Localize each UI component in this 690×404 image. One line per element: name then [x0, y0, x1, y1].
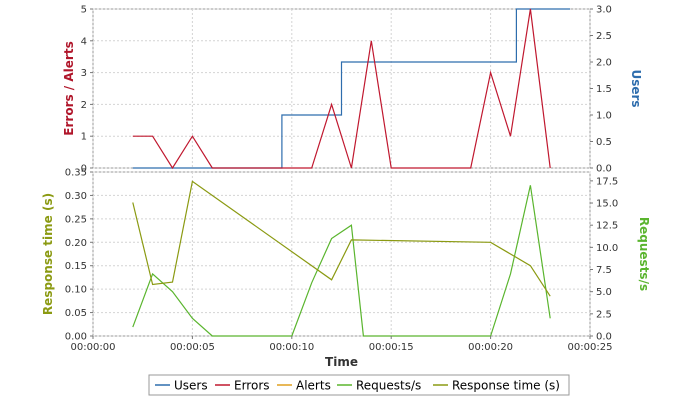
right-tick-label: 2.5: [596, 31, 612, 42]
left-tick-label: 3: [81, 68, 87, 79]
right-tick-label: 2.5: [596, 309, 612, 320]
right-tick-label: 12.5: [596, 221, 618, 232]
legend: Users Errors Alerts Requests/s Response time…: [148, 374, 570, 396]
left-tick-label: 0.00: [65, 332, 87, 343]
legend-label: Users: [174, 379, 208, 393]
right-tick-label: 17.5: [596, 176, 618, 187]
left-tick-label: 0.35: [65, 168, 87, 179]
legend-items: Users Errors Alerts Requests/s Response time…: [155, 379, 560, 393]
errors-alerts-axis-title: Errors / Alerts: [62, 41, 76, 135]
left-tick-label: 0.05: [65, 308, 87, 319]
x-tick-label: 00:00:20: [468, 342, 513, 353]
legend-label: Errors: [234, 379, 270, 393]
bottom-gridlines: [92, 171, 591, 337]
x-tick-label: 00:00:10: [269, 342, 314, 353]
left-tick-label: 0.30: [65, 191, 87, 202]
x-tick-label: 00:00:00: [71, 342, 116, 353]
bottom-plot-area: [92, 171, 591, 337]
left-tick-label: 0: [81, 164, 87, 175]
right-tick-label: 5.0: [596, 287, 612, 298]
top-right-ticks: 0.0 0.5 1.0 1.5 2.0 2.5 3.0: [590, 5, 612, 175]
x-tick-label: 00:00:25: [568, 342, 613, 353]
requests-axis-title: Requests/s: [637, 217, 651, 291]
top-panel: 0 1 2 3 4 5 0.0 0.5 1.0 1.5 2.0 2.5 3.0 Errors / Al…: [62, 5, 643, 175]
x-tick-label: 00:00:05: [170, 342, 215, 353]
left-tick-label: 1: [81, 132, 87, 143]
errors-line: [132, 8, 551, 170]
legend-label: Requests/s: [356, 379, 421, 393]
x-axis-ticks: 00:00:00 00:00:05 00:00:10 00:00:15 00:00:20…: [71, 336, 613, 353]
left-tick-label: 0.25: [65, 214, 87, 225]
right-tick-label: 3.0: [596, 5, 612, 16]
requests-s-line: [132, 185, 551, 337]
legend-label: Alerts: [296, 379, 331, 393]
left-tick-label: 0.10: [65, 285, 87, 296]
right-tick-label: 2.0: [596, 58, 612, 69]
users-axis-title: Users: [629, 69, 643, 107]
top-series: [132, 8, 571, 170]
response-time-axis-title: Response time (s): [41, 193, 55, 315]
left-tick-label: 4: [81, 36, 87, 47]
bottom-right-ticks: 0.0 2.5 5.0 7.5 10.0 12.5 15.0 17.5: [590, 176, 618, 343]
right-tick-label: 15.0: [596, 199, 618, 210]
legend-label: Response time (s): [452, 379, 560, 393]
left-tick-label: 0.15: [65, 261, 87, 272]
right-tick-label: 1.5: [596, 84, 612, 95]
bottom-series: [132, 180, 551, 337]
left-tick-label: 5: [81, 5, 87, 16]
users-line: [132, 8, 571, 169]
bottom-panel: 0.00 0.05 0.10 0.15 0.20 0.25 0.30 0.35 0.0 2.5 5…: [41, 168, 651, 343]
bottom-left-ticks: 0.00 0.05 0.10 0.15 0.20 0.25 0.30 0.35: [65, 168, 93, 343]
legend-box: [148, 374, 570, 396]
left-tick-label: 2: [81, 100, 87, 111]
right-tick-label: 0.0: [596, 332, 612, 343]
right-tick-label: 10.0: [596, 243, 618, 254]
response-time-s-line: [132, 180, 551, 297]
x-axis-title: Time: [325, 355, 358, 369]
right-tick-label: 0.0: [596, 164, 612, 175]
top-left-ticks: 0 1 2 3 4 5: [81, 5, 93, 175]
right-tick-label: 0.5: [596, 137, 612, 148]
right-tick-label: 1.0: [596, 111, 612, 122]
x-tick-label: 00:00:15: [369, 342, 414, 353]
left-tick-label: 0.20: [65, 238, 87, 249]
right-tick-label: 7.5: [596, 265, 612, 276]
